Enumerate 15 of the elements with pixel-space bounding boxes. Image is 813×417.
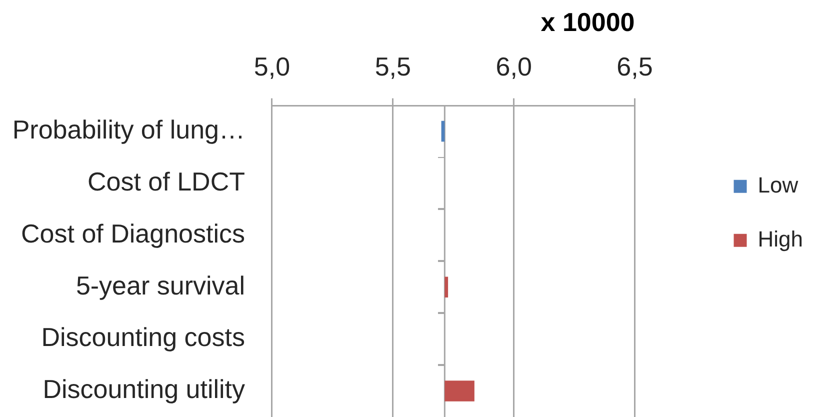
x-axis-title: x 10000 [540, 7, 635, 38]
x-tick-label: 6,5 [616, 51, 653, 82]
y-tick-label: Cost of LDCT [88, 166, 246, 196]
y-tick-label: Cost of Diagnostics [21, 218, 245, 248]
y-tick-label: 5-year survival [76, 270, 245, 300]
legend-label: High [758, 226, 804, 252]
y-tick-label: Probability of lung… [12, 114, 245, 144]
x-tick-label: 5,5 [374, 51, 411, 82]
x-tick-label: 6,0 [496, 51, 532, 82]
legend-label: Low [758, 172, 798, 198]
bar [444, 276, 448, 298]
y-tick-label: Discounting costs [41, 322, 245, 352]
y-tick-label: Discounting utility [42, 374, 245, 404]
x-tick-label: 5,0 [254, 51, 290, 82]
bar [444, 380, 474, 402]
